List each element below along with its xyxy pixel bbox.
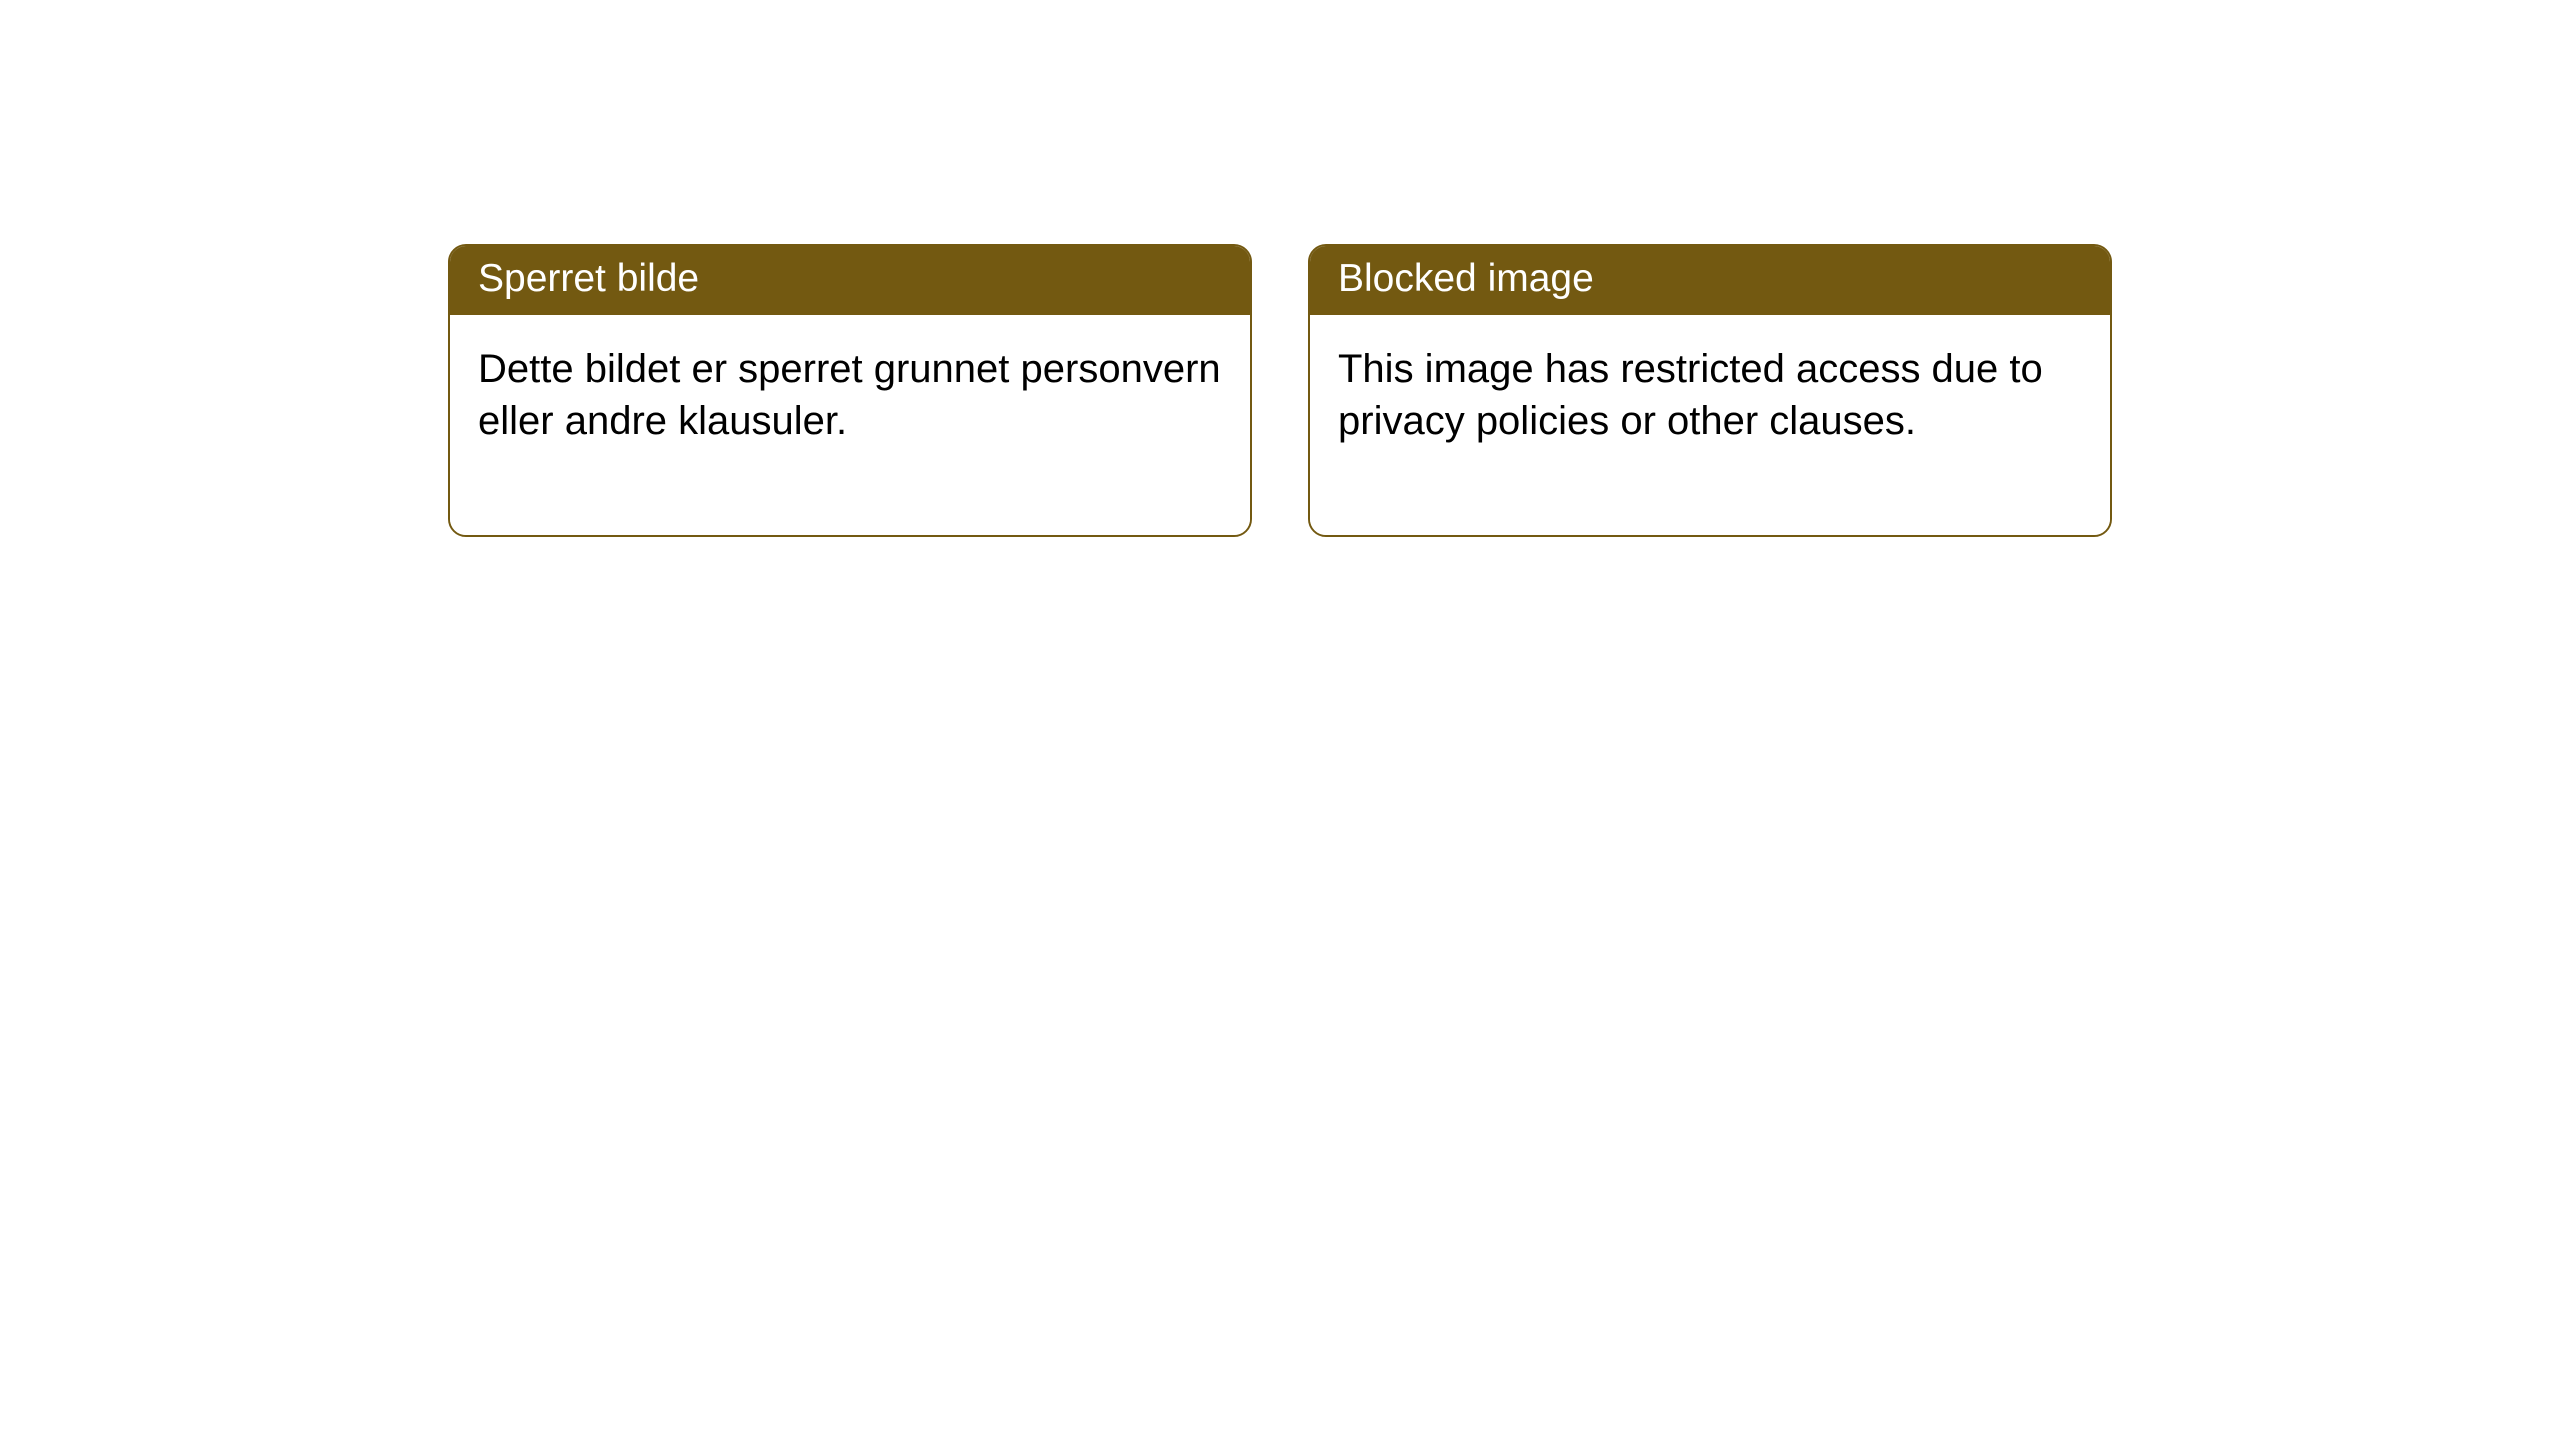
notice-card-body: Dette bildet er sperret grunnet personve… xyxy=(450,315,1250,535)
notice-cards-container: Sperret bilde Dette bildet er sperret gr… xyxy=(448,244,2112,537)
notice-card-body: This image has restricted access due to … xyxy=(1310,315,2110,535)
notice-card-norwegian: Sperret bilde Dette bildet er sperret gr… xyxy=(448,244,1252,537)
notice-card-english: Blocked image This image has restricted … xyxy=(1308,244,2112,537)
notice-card-title: Blocked image xyxy=(1310,246,2110,315)
notice-card-title: Sperret bilde xyxy=(450,246,1250,315)
